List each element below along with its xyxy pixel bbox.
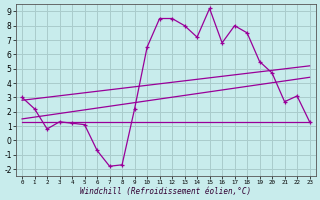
- X-axis label: Windchill (Refroidissement éolien,°C): Windchill (Refroidissement éolien,°C): [80, 187, 252, 196]
